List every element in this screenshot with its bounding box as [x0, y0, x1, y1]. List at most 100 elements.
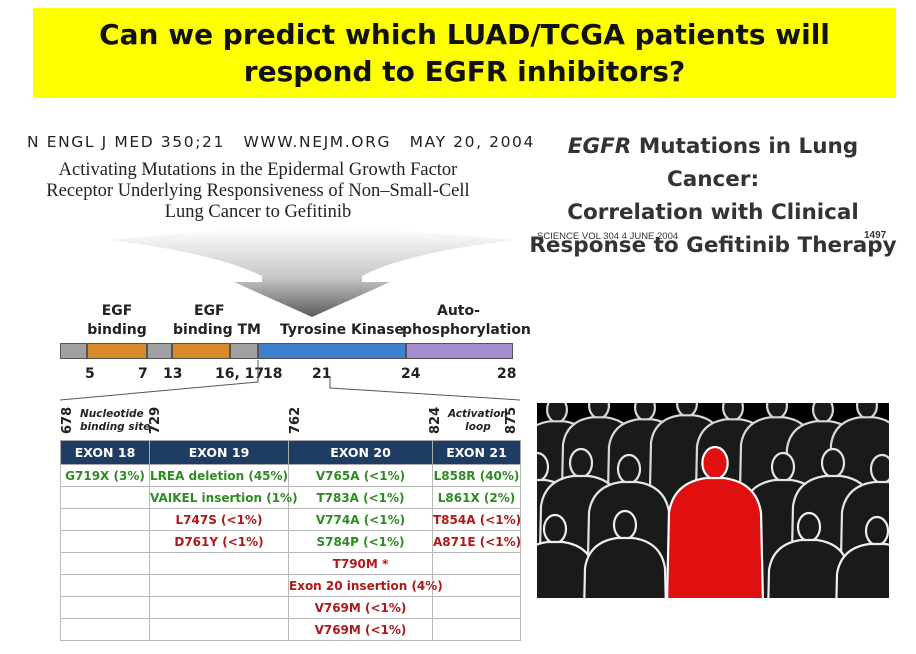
table-header-row: EXON 18 EXON 19 EXON 20 EXON 21 — [60, 440, 521, 465]
nejm-site: WWW.NEJM.ORG — [243, 133, 392, 151]
mutation-cell: V769M (<1%) — [288, 618, 433, 641]
title-banner: Can we predict which LUAD/TCGA patients … — [33, 8, 896, 98]
science-title-gene: EGFR — [567, 134, 632, 159]
nejm-title-line-1: Activating Mutations in the Epidermal Gr… — [58, 160, 458, 180]
table-row: Exon 20 insertion (4%) — [60, 574, 521, 597]
mutation-cell: G719X (3%) — [60, 464, 150, 487]
activation-loop-label: Activation loop — [448, 408, 508, 433]
domain-autophosphorylation-label: Auto- phosphorylation — [402, 303, 531, 338]
exon-number: 18 — [263, 366, 283, 382]
mutation-cell: T854A (<1%) — [432, 508, 521, 531]
mutation-cell: Exon 20 insertion (4%) — [288, 574, 443, 597]
nucleotide-binding-site-label: Nucleotide binding site — [80, 408, 151, 433]
nejm-journal: N ENGL J MED 350;21 — [27, 133, 225, 151]
position-678: 678 — [60, 406, 75, 434]
mutation-cell: L861X (2%) — [432, 486, 521, 509]
mutation-cell: V765A (<1%) — [288, 464, 433, 487]
mutation-cell: A871E (<1%) — [432, 530, 521, 553]
science-article-title: EGFR Mutations in Lung Cancer: Correlati… — [520, 130, 906, 262]
egfr-mutation-table: EXON 18 EXON 19 EXON 20 EXON 21 G719X (3%) L… — [60, 440, 521, 641]
segment-gray — [60, 343, 87, 359]
mutation-cell — [432, 596, 521, 619]
mutation-cell: LREA deletion (45%) — [149, 464, 289, 487]
egfr-domain-labels: EGF binding EGF binding TM Tyrosine Kina… — [60, 302, 531, 344]
mutation-cell — [149, 618, 289, 641]
mutation-cell — [60, 486, 150, 509]
nejm-title-line-2: Receptor Underlying Responsiveness of No… — [46, 181, 470, 201]
table-row: L747S (<1%) V774A (<1%) T854A (<1%) — [60, 508, 521, 531]
segment-tyrosine-kinase — [258, 343, 406, 359]
mutation-cell — [60, 530, 150, 553]
slide-title-line-1: Can we predict which LUAD/TCGA patients … — [99, 18, 830, 51]
mutation-cell — [60, 552, 150, 575]
exon-number: 16, 17 — [215, 366, 265, 382]
segment-egf-binding-tm — [172, 343, 230, 359]
domain-egf-binding-label: EGF binding — [87, 303, 147, 338]
segment-egf-binding — [87, 343, 147, 359]
nejm-title-line-3: Lung Cancer to Gefitinib — [164, 202, 352, 222]
mutation-cell — [432, 552, 521, 575]
mutation-cell — [432, 574, 521, 597]
mutation-cell: D761Y (<1%) — [149, 530, 289, 553]
highlighted-responder-person — [666, 445, 764, 598]
mutation-cell: T783A (<1%) — [288, 486, 433, 509]
mutation-cell — [60, 508, 150, 531]
mutation-cell — [149, 596, 289, 619]
mutation-cell — [60, 618, 150, 641]
exon-number: 24 — [401, 366, 421, 382]
egfr-gene-bar — [60, 343, 513, 359]
mutation-cell: V769M (<1%) — [288, 596, 433, 619]
segment-gray — [230, 343, 258, 359]
mutation-cell — [149, 552, 289, 575]
exon-number: 7 — [138, 366, 148, 382]
slide-title-line-2: respond to EGFR inhibitors? — [243, 55, 686, 88]
zoom-expansion-lines — [60, 360, 521, 401]
domain-egf-binding-tm-label: EGF binding TM — [173, 303, 261, 338]
science-page-number: 1497 — [864, 230, 887, 241]
funnel-arrow-graphic — [110, 227, 515, 317]
exon-number: 5 — [85, 366, 95, 382]
mutation-cell: V774A (<1%) — [288, 508, 433, 531]
column-header-exon-20: EXON 20 — [288, 440, 433, 465]
mutation-cell: S784P (<1%) — [288, 530, 433, 553]
mutation-cell — [149, 574, 289, 597]
exon-number: 28 — [497, 366, 517, 382]
mutation-cell: T790M * — [288, 552, 433, 575]
science-title-line-1: EGFR Mutations in Lung Cancer: — [520, 130, 906, 196]
crowd-silhouettes — [537, 403, 889, 598]
mutation-cell — [60, 596, 150, 619]
mutation-cell — [60, 574, 150, 597]
segment-autophosphorylation — [406, 343, 513, 359]
crowd-person — [767, 511, 851, 598]
crowd-person — [537, 513, 597, 598]
crowd-person — [835, 515, 889, 598]
mutation-cell: L747S (<1%) — [149, 508, 289, 531]
table-row: D761Y (<1%) S784P (<1%) A871E (<1%) — [60, 530, 521, 553]
column-header-exon-21: EXON 21 — [432, 440, 521, 465]
science-title-line-2: Correlation with Clinical — [567, 200, 859, 225]
table-row: V769M (<1%) — [60, 596, 521, 619]
nejm-date: MAY 20, 2004 — [409, 133, 535, 151]
crowd-responder-image — [537, 403, 889, 598]
mutation-cell: VAIKEL insertion (1%) — [149, 486, 298, 509]
science-meta: SCIENCE VOL 304 4 JUNE 2004 — [537, 231, 679, 242]
science-title-rest: Mutations in Lung Cancer: — [631, 134, 859, 192]
nejm-article-title: Activating Mutations in the Epidermal Gr… — [8, 160, 508, 223]
position-824: 824 — [428, 406, 443, 434]
mutation-cell: L858R (40%) — [432, 464, 521, 487]
mutation-cell — [432, 618, 521, 641]
science-title-line-3: Response to Gefitinib Therapy — [529, 233, 897, 258]
nejm-citation-header: N ENGL J MED 350;21 WWW.NEJM.ORG MAY 20,… — [27, 133, 547, 151]
segment-gray — [147, 343, 172, 359]
table-row: G719X (3%) LREA deletion (45%) V765A (<1%)… — [60, 464, 521, 487]
column-header-exon-18: EXON 18 — [60, 440, 150, 465]
column-header-exon-19: EXON 19 — [149, 440, 289, 465]
table-row: V769M (<1%) — [60, 618, 521, 641]
position-762: 762 — [288, 406, 303, 434]
exon-number: 13 — [163, 366, 183, 382]
table-row: T790M * — [60, 552, 521, 575]
table-row: VAIKEL insertion (1%) T783A (<1%) L861X (2… — [60, 486, 521, 509]
exon-number: 21 — [312, 366, 332, 382]
domain-tyrosine-kinase-label: Tyrosine Kinase — [280, 322, 404, 338]
crowd-person — [583, 509, 667, 598]
